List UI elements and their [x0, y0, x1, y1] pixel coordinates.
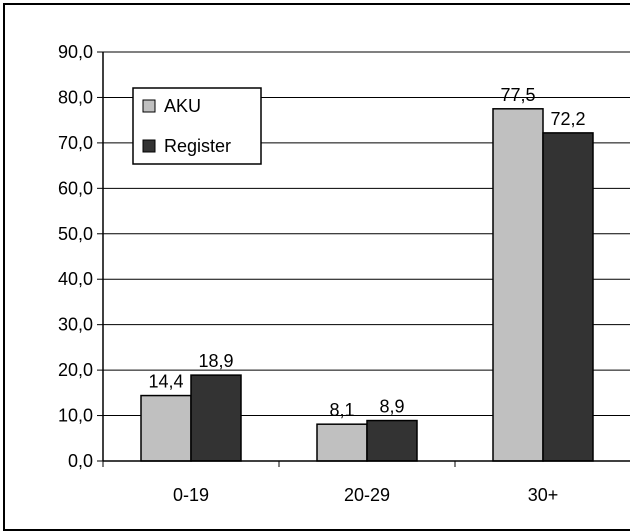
y-tick-label: 40,0 — [58, 269, 93, 289]
bar-register-30+ — [542, 132, 594, 462]
data-label: 14,4 — [148, 372, 183, 392]
legend-swatch-register — [142, 139, 156, 153]
x-tick-label: 0-19 — [173, 485, 209, 505]
y-tick-label: 0,0 — [68, 451, 93, 471]
y-tick-label: 80,0 — [58, 87, 93, 107]
y-tick-label: 50,0 — [58, 224, 93, 244]
y-axis-ticks: 0,0 10,0 20,0 30,0 40,0 50,0 60,0 70,0 80,0 90,0 — [58, 42, 104, 471]
y-tick-label: 10,0 — [58, 406, 93, 426]
y-tick-label: 90,0 — [58, 42, 93, 62]
bars — [140, 108, 594, 462]
data-labels: 14,4 18,9 8,1 8,9 77,5 72,2 — [148, 85, 585, 420]
bar-aku-30+ — [492, 108, 544, 462]
x-axis: 0-19 20-29 30+ — [102, 460, 630, 505]
x-tick-label: 20-29 — [344, 485, 390, 505]
x-tick-label: 30+ — [528, 485, 559, 505]
bar-aku-0-19 — [140, 394, 192, 462]
y-tick-label: 20,0 — [58, 360, 93, 380]
data-label: 72,2 — [550, 109, 585, 129]
legend: AKU Register — [132, 87, 262, 165]
bar-register-0-19 — [190, 374, 242, 462]
data-label: 77,5 — [500, 85, 535, 105]
legend-swatch-aku — [142, 99, 156, 113]
y-tick-label: 30,0 — [58, 315, 93, 335]
data-label: 8,1 — [329, 400, 354, 420]
bar-aku-20-29 — [316, 423, 368, 462]
bar-register-20-29 — [366, 419, 418, 462]
data-label: 8,9 — [379, 397, 404, 417]
data-label: 18,9 — [198, 351, 233, 371]
legend-label-register: Register — [164, 136, 231, 156]
y-tick-label: 60,0 — [58, 178, 93, 198]
legend-label-aku: AKU — [164, 96, 201, 116]
y-tick-label: 70,0 — [58, 133, 93, 153]
